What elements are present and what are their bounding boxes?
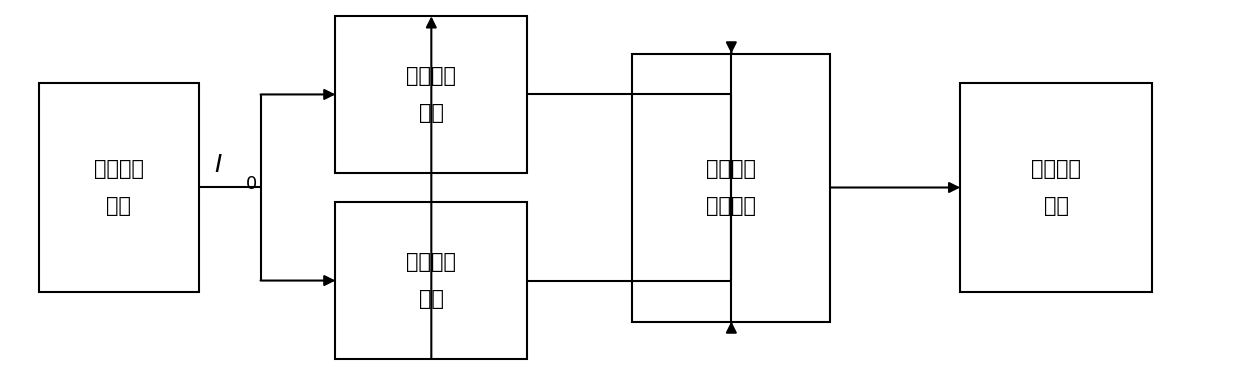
Text: 采集单元: 采集单元: [94, 159, 144, 179]
Text: 运动状态: 运动状态: [707, 196, 756, 216]
Bar: [336, 16, 527, 172]
Text: 比较单元: 比较单元: [707, 159, 756, 179]
Text: 目标: 目标: [419, 289, 444, 309]
Text: 图像: 图像: [107, 196, 131, 216]
Bar: [336, 202, 527, 359]
Text: I: I: [215, 153, 222, 177]
Bar: [38, 83, 200, 292]
Text: 追踪单元: 追踪单元: [407, 252, 456, 272]
Bar: [960, 83, 1152, 292]
Text: 运动: 运动: [1044, 196, 1069, 216]
Text: 距离: 距离: [419, 103, 444, 123]
Bar: [632, 54, 831, 321]
Text: 0: 0: [247, 175, 258, 193]
Text: 控制单元: 控制单元: [1032, 159, 1081, 179]
Text: 测量单元: 测量单元: [407, 66, 456, 86]
